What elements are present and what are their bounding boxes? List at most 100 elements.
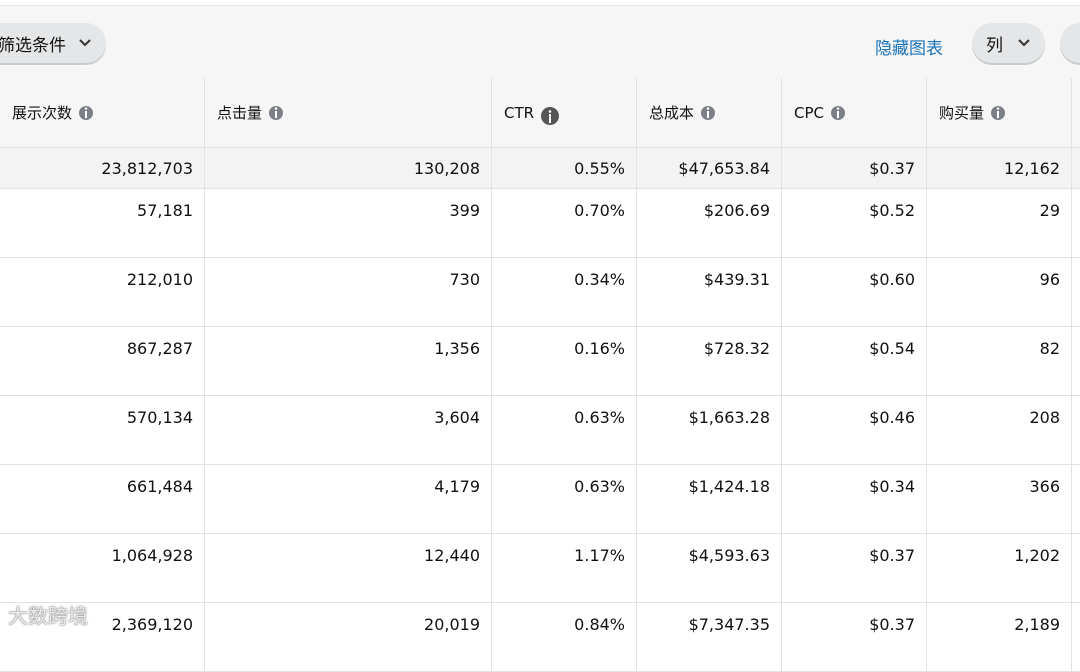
- table-cell-text: 1,202: [1014, 546, 1060, 565]
- info-icon[interactable]: [268, 105, 284, 121]
- table-cell: $0.37: [782, 603, 927, 672]
- table-cell: 570,134: [0, 396, 205, 465]
- table-cell: 0.63%: [492, 396, 637, 465]
- table-cell: 82: [927, 327, 1072, 396]
- table-cell: $4,593.63: [637, 534, 782, 603]
- info-icon[interactable]: [990, 105, 1006, 121]
- table-cell-text: $0.54: [869, 339, 915, 358]
- table-cell-text: 212,010: [126, 270, 193, 289]
- toolbar: 筛选条件 隐藏图表 列: [0, 5, 1080, 78]
- table-cell: 867,287: [0, 327, 205, 396]
- table-cell-text: 3,604: [434, 408, 480, 427]
- table-cell: $439.31: [637, 258, 782, 327]
- table-cell: $0.37: [782, 534, 927, 603]
- column-header-text: 点击量: [217, 104, 263, 122]
- table-cell: [1072, 534, 1080, 603]
- summary-cell-text: $0.37: [869, 158, 915, 178]
- table-cell-text: $0.37: [869, 546, 915, 565]
- table-cell-text: $0.60: [869, 270, 915, 289]
- table-cell-text: $439.31: [703, 270, 770, 289]
- table-cell-text: 1.17%: [574, 546, 625, 565]
- table-cell: 212,010: [0, 258, 205, 327]
- info-icon[interactable]: [78, 105, 94, 121]
- table-cell: 1.17%: [492, 534, 637, 603]
- table-cell: $0.34: [782, 465, 927, 534]
- table-cell-text: 82: [1039, 339, 1060, 358]
- summary-cell-text: 130,208: [413, 158, 480, 178]
- filter-button[interactable]: 筛选条件: [0, 23, 106, 63]
- table-cell-text: 29: [1039, 201, 1060, 220]
- table-cell-text: 20,019: [424, 615, 480, 634]
- table-cell-text: $0.37: [869, 615, 915, 634]
- watermark: 大数跨境: [8, 604, 88, 628]
- column-header: CTR: [492, 78, 637, 148]
- column-header-text: 总成本: [649, 104, 695, 122]
- table-cell-text: $0.34: [869, 477, 915, 496]
- columns-button[interactable]: 列: [972, 23, 1045, 63]
- info-icon[interactable]: [830, 105, 846, 121]
- table-cell-text: 2,369,120: [111, 615, 193, 634]
- table-cell-text: $1,424.18: [688, 477, 770, 496]
- table-cell-text: 867,287: [126, 339, 193, 358]
- table-cell: 96: [927, 258, 1072, 327]
- table-cell: 29: [927, 189, 1072, 258]
- info-icon[interactable]: [540, 106, 560, 126]
- table-cell: 20,019: [205, 603, 492, 672]
- column-header: 展示次数: [0, 78, 205, 148]
- table-cell-text: 661,484: [126, 477, 193, 496]
- table-cell-text: 96: [1039, 270, 1060, 289]
- table-cell: [1072, 258, 1080, 327]
- table-cell-text: 0.16%: [574, 339, 625, 358]
- summary-cell: 12,162: [927, 148, 1072, 189]
- table-cell-text: 1,064,928: [111, 546, 193, 565]
- table-cell: 57,181: [0, 189, 205, 258]
- table-cell: [1072, 603, 1080, 672]
- summary-cell-text: $47,653.84: [678, 158, 770, 178]
- column-header-text: 购买量: [939, 104, 985, 122]
- table-cell: $1,424.18: [637, 465, 782, 534]
- table-cell: 3,604: [205, 396, 492, 465]
- table-cell: $728.32: [637, 327, 782, 396]
- column-header: 购买量: [927, 78, 1072, 148]
- table-cell: $7,347.35: [637, 603, 782, 672]
- summary-cell: 23,812,703: [0, 148, 205, 189]
- table-cell-text: 57,181: [137, 201, 193, 220]
- summary-cell: $47,653.84: [637, 148, 782, 189]
- table-cell-text: 0.70%: [574, 201, 625, 220]
- table-cell: 0.34%: [492, 258, 637, 327]
- table-cell: 1,356: [205, 327, 492, 396]
- summary-cell: 130,208: [205, 148, 492, 189]
- summary-cell-text: 0.55%: [574, 158, 625, 178]
- table-cell: $0.52: [782, 189, 927, 258]
- chevron: [1018, 39, 1030, 47]
- info-icon[interactable]: [700, 105, 716, 121]
- table-cell: [1072, 327, 1080, 396]
- table-cell-text: 570,134: [126, 408, 193, 427]
- table-cell: [1072, 396, 1080, 465]
- table-cell-text: $0.52: [869, 201, 915, 220]
- table-cell: $206.69: [637, 189, 782, 258]
- table-cell-text: 1,356: [434, 339, 480, 358]
- summary-cell: [1072, 148, 1080, 189]
- table-cell-text: 0.34%: [574, 270, 625, 289]
- table-cell: $0.54: [782, 327, 927, 396]
- page: {"toolbar": {"filter_button": "筛选条件", "h…: [0, 5, 1080, 672]
- summary-cell: 0.55%: [492, 148, 637, 189]
- column-header: CPC: [782, 78, 927, 148]
- table-cell-text: 366: [1029, 477, 1060, 496]
- table-cell-text: $7,347.35: [688, 615, 770, 634]
- filter-label: 筛选条件: [0, 35, 66, 56]
- hide-chart-link[interactable]: 隐藏图表: [875, 39, 943, 59]
- table-cell: $0.60: [782, 258, 927, 327]
- table-cell-text: $728.32: [703, 339, 770, 358]
- more-button[interactable]: [1060, 23, 1080, 63]
- table-cell-text: $206.69: [703, 201, 770, 220]
- chevron: [79, 39, 91, 47]
- table-cell-text: $0.46: [869, 408, 915, 427]
- column-header-text: CPC: [794, 103, 824, 122]
- table-cell: 4,179: [205, 465, 492, 534]
- summary-cell-text: 12,162: [1004, 158, 1060, 178]
- table-cell-text: 12,440: [424, 546, 480, 565]
- summary-cell: $0.37: [782, 148, 927, 189]
- table-cell: 730: [205, 258, 492, 327]
